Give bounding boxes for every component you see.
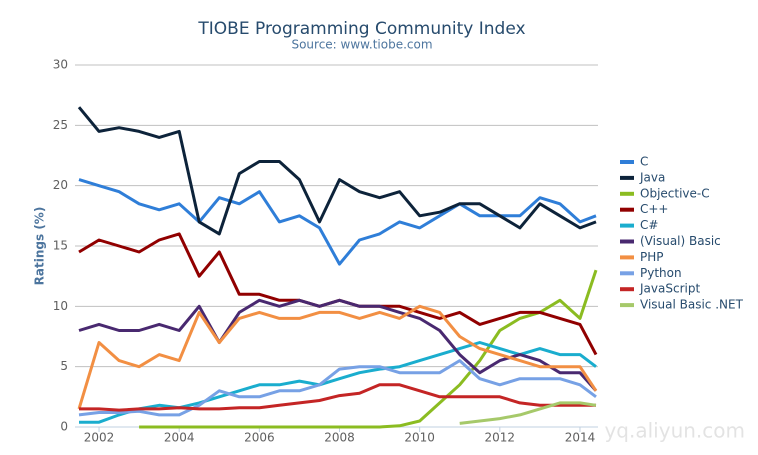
series-line	[78, 298, 598, 392]
y-tick-label: 15	[53, 239, 68, 253]
legend-label: Python	[640, 266, 682, 280]
x-tick-label: 2004	[164, 431, 195, 445]
legend-label: Objective-C	[640, 186, 710, 200]
series-line	[78, 178, 597, 266]
series-line	[79, 383, 596, 412]
y-tick-label: 5	[60, 359, 68, 373]
x-tick-label: 2006	[244, 431, 275, 445]
series-line	[139, 269, 598, 429]
legend-label: JavaScript	[639, 282, 700, 296]
x-tick-label: 2012	[485, 431, 516, 445]
x-tick-label: 2002	[84, 431, 115, 445]
legend-label: C++	[640, 202, 669, 216]
legend-label: (Visual) Basic	[640, 234, 721, 248]
y-tick-label: 30	[53, 58, 68, 72]
series-line	[79, 341, 597, 424]
x-tick-label: 2010	[404, 431, 435, 445]
series-line	[77, 304, 598, 410]
legend-label: PHP	[640, 250, 664, 264]
legend-label: Java	[639, 170, 665, 184]
x-tick-label: 2008	[324, 431, 355, 445]
y-tick-label: 25	[53, 118, 68, 132]
legend-label: Visual Basic .NET	[640, 298, 744, 312]
y-tick-label: 10	[53, 299, 68, 313]
x-tick-label: 2014	[565, 431, 596, 445]
chart-title: TIOBE Programming Community Index	[197, 19, 525, 39]
y-tick-label: 20	[53, 178, 68, 192]
watermark: yq.aliyun.com	[604, 419, 745, 443]
chart-subtitle: Source: www.tiobe.com	[291, 38, 432, 52]
series-line	[459, 401, 597, 425]
series-line	[78, 232, 598, 356]
y-axis-label: Ratings (%)	[33, 207, 47, 286]
legend-label: C	[640, 155, 648, 169]
series-line	[77, 106, 597, 236]
y-tick-label: 0	[60, 420, 68, 434]
series-line	[78, 359, 597, 417]
legend-label: C#	[640, 218, 658, 232]
